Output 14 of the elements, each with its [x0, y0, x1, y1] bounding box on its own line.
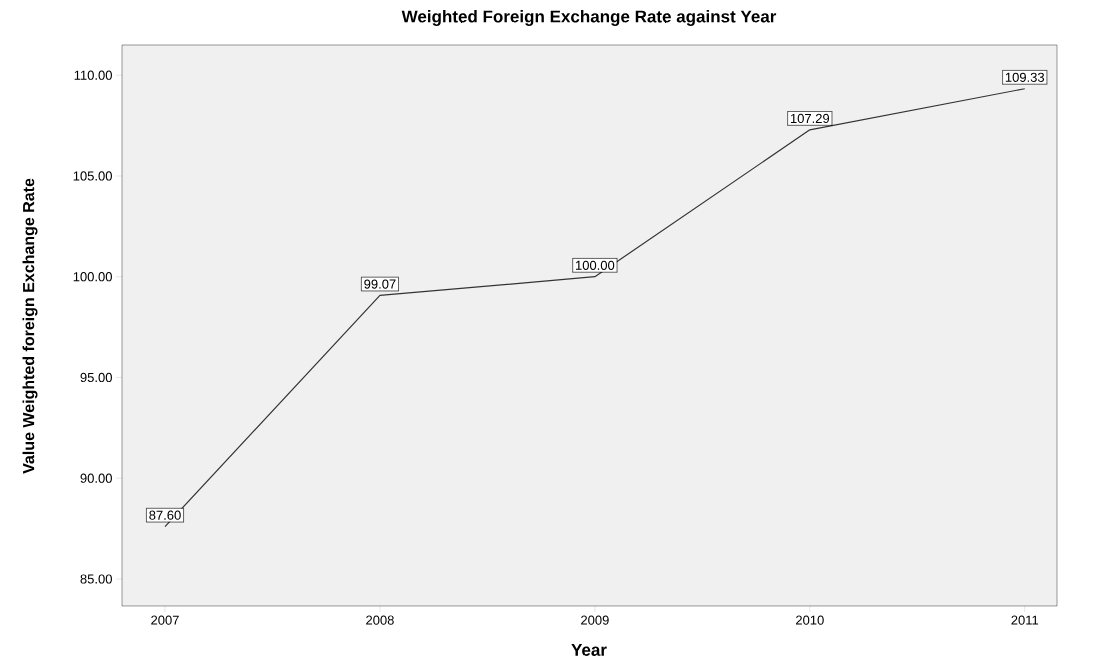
y-tick-label: 95.00 [80, 372, 112, 383]
x-tick-label: 2010 [796, 615, 824, 625]
x-tick-label: 2009 [581, 615, 609, 625]
y-axis-title: Value Weighted foreign Exchange Rate [22, 178, 38, 474]
x-axis-title: Year [571, 644, 607, 656]
x-tick-label: 2011 [1011, 615, 1039, 625]
y-tick-label: 100.00 [73, 272, 112, 282]
chart-title: Weighted Foreign Exchange Rate against Year [401, 10, 777, 26]
x-tick-label: 2007 [151, 615, 179, 625]
y-tick-label: 110.00 [74, 70, 112, 80]
y-tick-label: 105.00 [73, 171, 112, 181]
y-tick-label: 90.00 [80, 473, 112, 483]
y-tick-label: 85.00 [80, 574, 112, 584]
x-tick-label: 2008 [366, 615, 394, 625]
